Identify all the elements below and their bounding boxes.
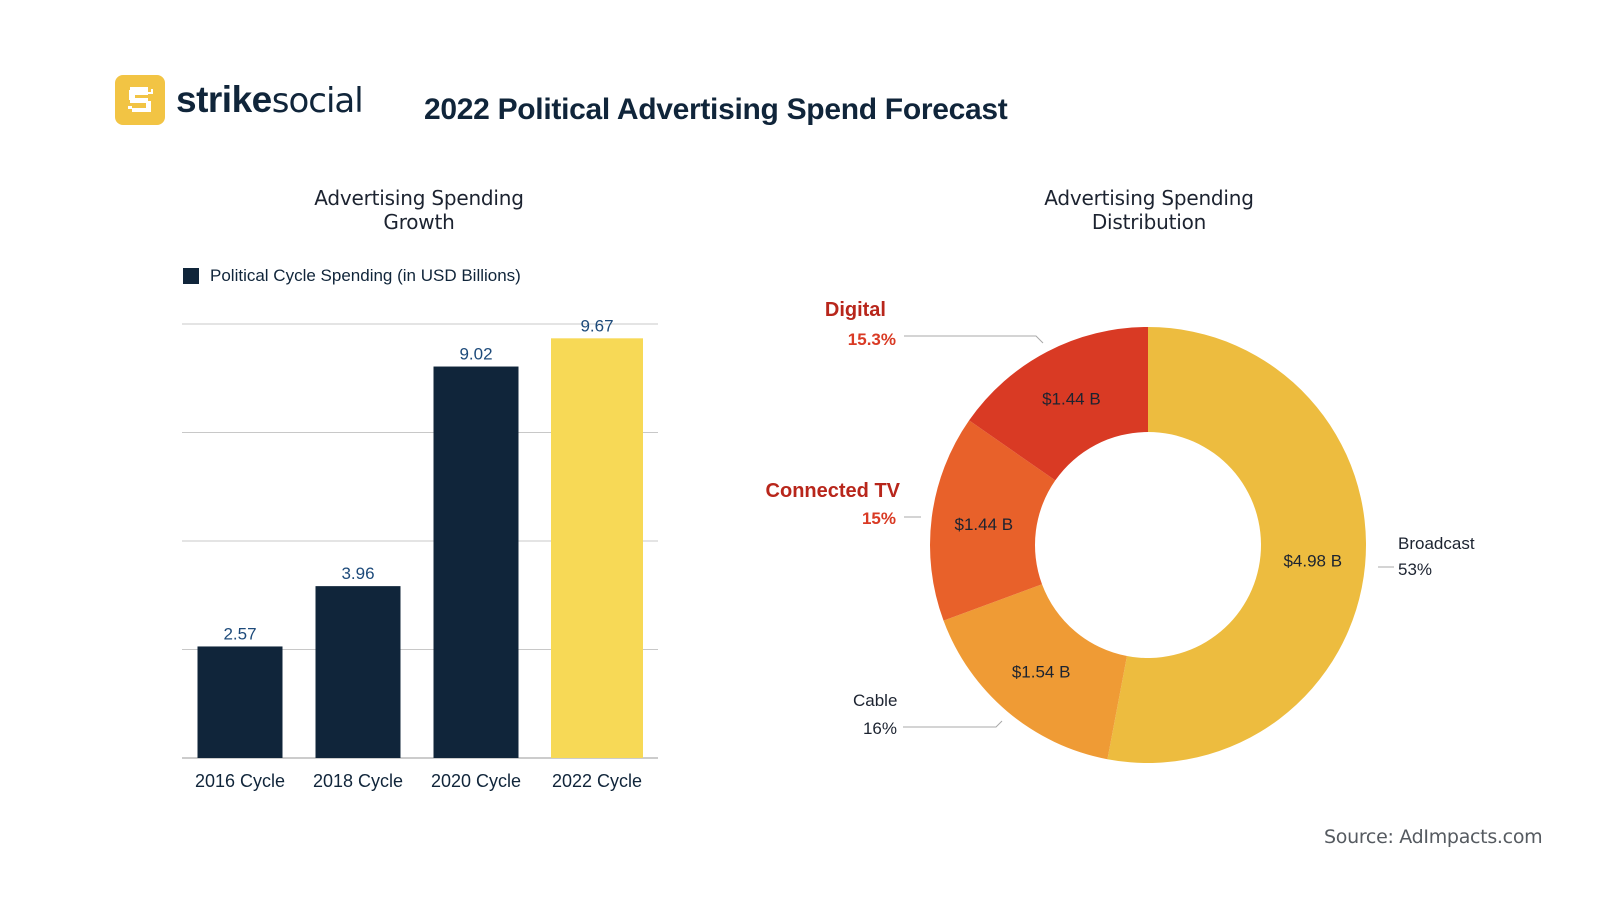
slice-percent-label: 53% (1398, 560, 1432, 579)
x-tick-label: 2020 Cycle (431, 771, 521, 791)
strikesocial-logo-icon (115, 75, 165, 125)
donut-chart: $4.98 B $1.54 B $1.44 B $1.44 B Broadcast 53… (766, 299, 1475, 763)
bar-value-label: 9.02 (459, 345, 492, 364)
slice-value-label: $1.44 B (1042, 389, 1101, 408)
source-note: Source: AdImpacts.com (1324, 826, 1543, 848)
x-tick-label: 2018 Cycle (313, 771, 403, 791)
slice-value-label: $1.44 B (955, 515, 1014, 534)
slice-name-label: Digital (825, 299, 886, 321)
x-tick-label: 2016 Cycle (195, 771, 285, 791)
donut-chart-title: Advertising Spending Distribution (1044, 186, 1254, 234)
legend-swatch (183, 268, 199, 284)
slice-percent-label: 15% (862, 509, 896, 528)
bar (315, 586, 401, 758)
slice-name-label: Cable (853, 691, 897, 710)
bar-value-label: 2.57 (223, 624, 256, 643)
bar-chart: 2.57 3.96 9.02 9.67 2016 Cycle 2018 Cycle 202… (182, 316, 658, 791)
bar (433, 366, 519, 758)
bar-value-label: 9.67 (580, 316, 613, 335)
leader-line (904, 335, 1044, 344)
slice-name-label: Connected TV (766, 480, 901, 502)
donut-slice-digital (969, 327, 1148, 481)
bar-chart-title: Advertising Spending Growth (314, 186, 524, 234)
brand-name-light: social (271, 81, 364, 121)
leader-line (903, 720, 1003, 728)
slice-value-label: $4.98 B (1283, 551, 1342, 570)
legend-label: Political Cycle Spending (in USD Billion… (210, 266, 521, 285)
bar-value-label: 3.96 (341, 564, 374, 583)
brand-name-bold: strike (176, 79, 272, 120)
slice-percent-label: 15.3% (848, 330, 896, 349)
bar (197, 646, 283, 758)
slice-percent-label: 16% (863, 719, 897, 738)
brand-name: strikesocial (176, 79, 364, 122)
slice-name-label: Broadcast (1398, 534, 1475, 553)
page-title: 2022 Political Advertising Spend Forecas… (424, 93, 1008, 126)
x-tick-label: 2022 Cycle (552, 771, 642, 791)
bar (551, 338, 643, 758)
donut-slice-connected-tv (930, 420, 1056, 621)
donut-slice-cable (943, 584, 1127, 760)
slice-value-label: $1.54 B (1012, 662, 1071, 681)
donut-slice-broadcast (1107, 327, 1367, 763)
